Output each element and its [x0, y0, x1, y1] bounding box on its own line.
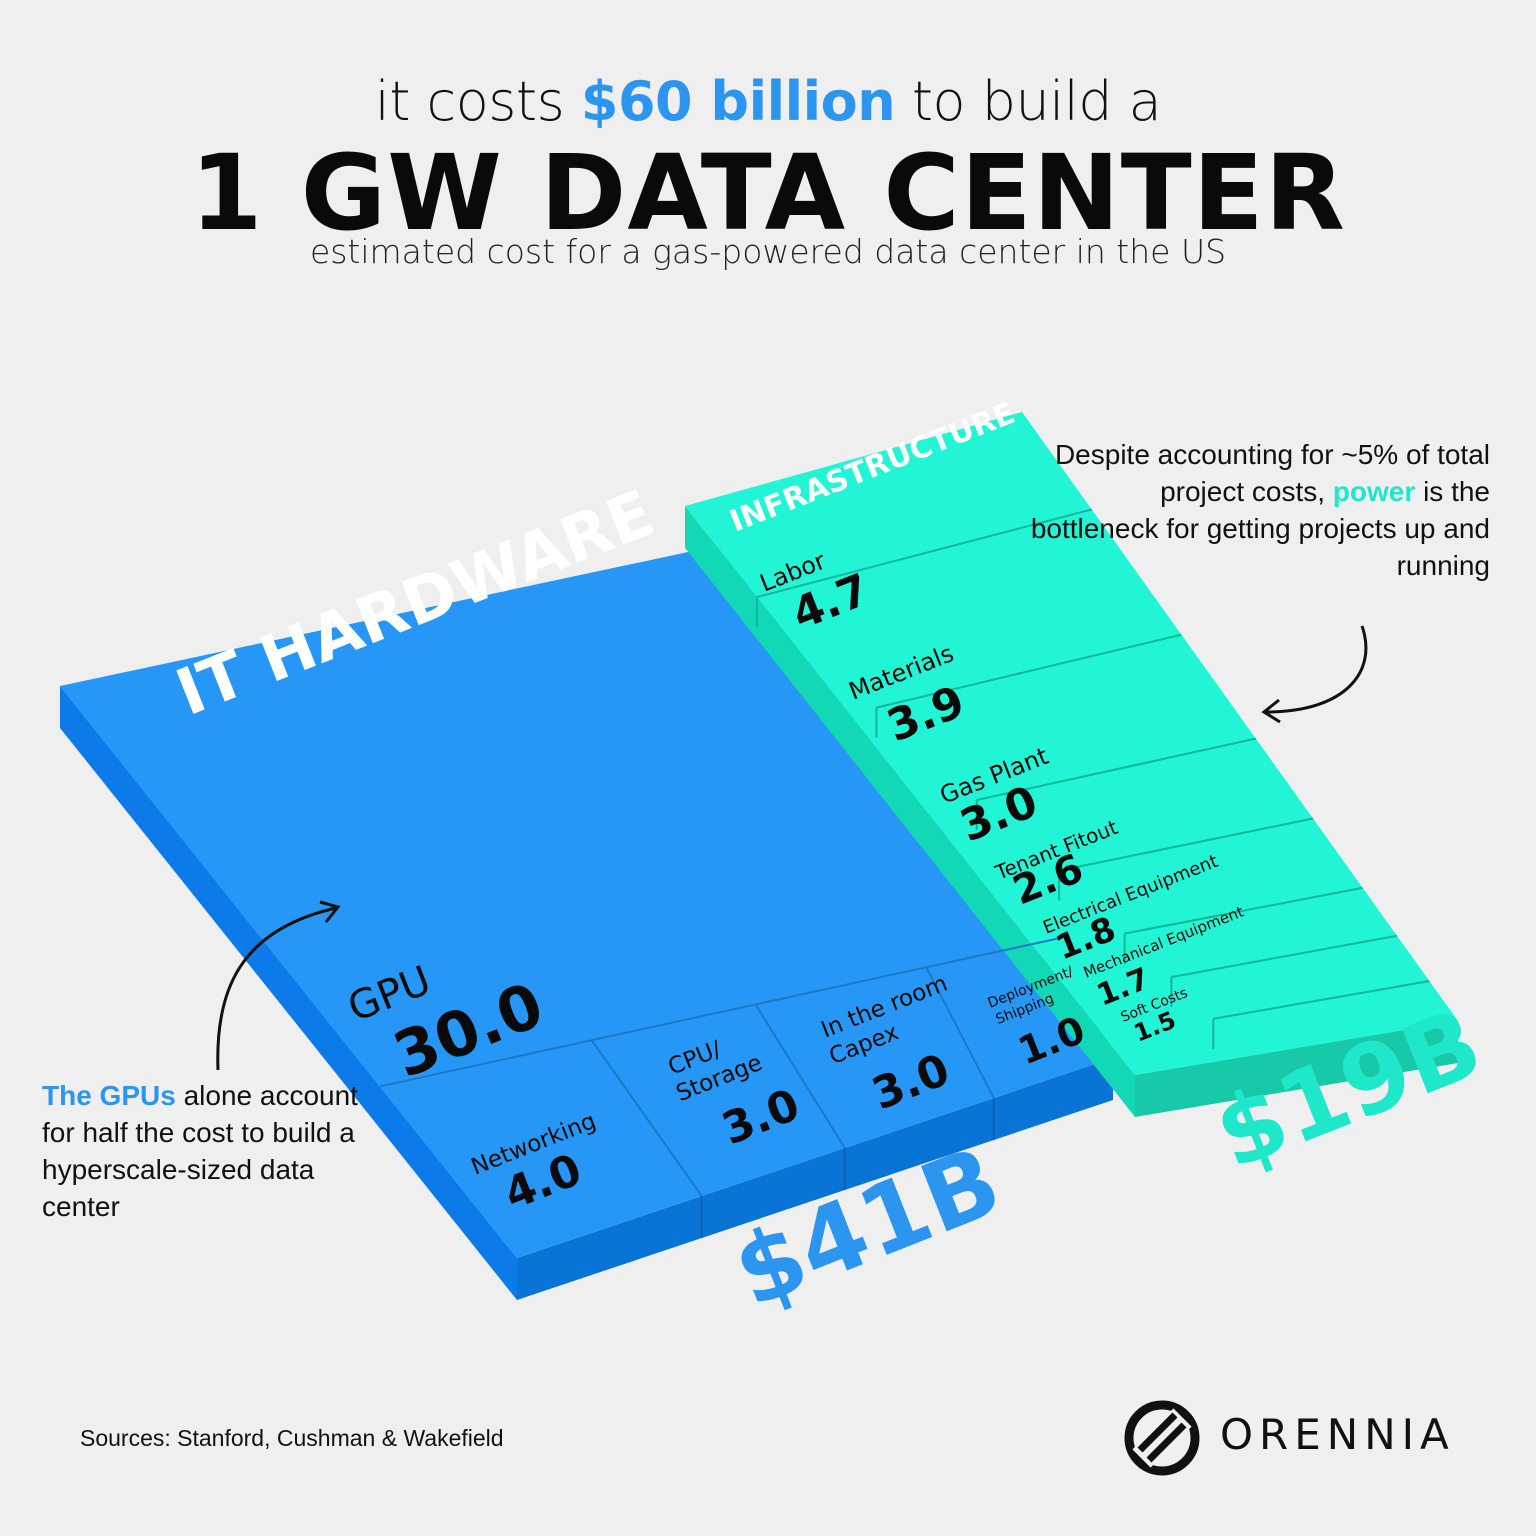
orennia-logo: ORENNIA: [1120, 1394, 1480, 1484]
chart-blocks: [60, 412, 1458, 1300]
infra-divider-row: [876, 633, 1182, 709]
gpu-note-post: alone account for half the cost to build…: [42, 1080, 358, 1222]
it-divider-col: [754, 1003, 846, 1149]
headline: it costs $60 billion to build a: [0, 70, 1536, 133]
it-hardware-side-face: [60, 686, 517, 1300]
power-note-post: is the bottleneck for getting projects u…: [1030, 476, 1490, 581]
power-note-accent: power: [1332, 476, 1416, 507]
gpu-note: The GPUs alone account for half the cost…: [42, 1077, 382, 1225]
infra-divider-row: [1058, 817, 1314, 872]
logo-text: ORENNIA: [1220, 1410, 1455, 1459]
gpu-note-accent: The GPUs: [42, 1080, 176, 1111]
headline-accent: $60 billion: [580, 70, 896, 133]
sources-text: Sources: Stanford, Cushman & Wakefield: [80, 1425, 504, 1451]
chart-dividers: [379, 508, 1430, 1238]
annotation-arrow-left: [216, 906, 337, 1071]
page-subtitle: estimated cost for a gas-powered data ce…: [309, 232, 1227, 271]
orennia-logo-icon: [1124, 1400, 1200, 1476]
infra-divider-row: [1124, 886, 1363, 935]
infra-divider-row: [756, 508, 1093, 599]
it-hardware-front-face: [517, 1058, 1113, 1300]
it-divider-main: [379, 936, 1064, 1088]
annotation-arrow-right: [1265, 625, 1368, 714]
headline-post: to build a: [911, 70, 1162, 133]
it-divider-col: [925, 966, 995, 1099]
headline-pre: it costs: [374, 70, 565, 133]
power-note: Despite accounting for ~5% of total proj…: [1030, 436, 1490, 584]
infra-divider-row: [1213, 980, 1430, 1020]
annotation-arrowhead-left: [319, 900, 341, 923]
infra-divider-row: [1171, 934, 1398, 979]
infrastructure-side-face: [685, 506, 1135, 1117]
power-note-pre: Despite accounting for ~5% of total proj…: [1054, 439, 1490, 507]
page-title: 1 GW DATA CENTER: [190, 132, 1346, 254]
infra-divider-row: [976, 737, 1257, 802]
it-divider-col: [590, 1039, 703, 1197]
infrastructure-top-face: [685, 412, 1458, 1075]
annotation-arrowhead-right: [1261, 698, 1281, 724]
infrastructure-front-face: [1135, 1021, 1458, 1117]
